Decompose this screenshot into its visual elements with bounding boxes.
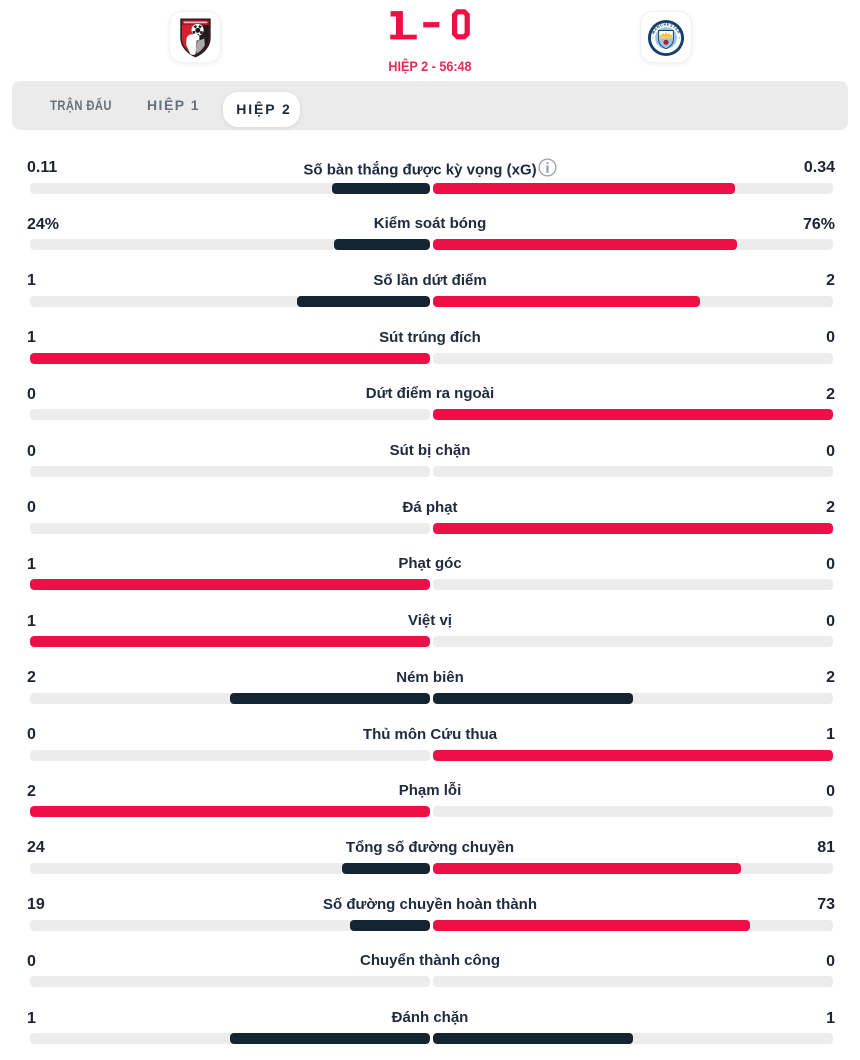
svg-text:i: i <box>545 160 549 176</box>
